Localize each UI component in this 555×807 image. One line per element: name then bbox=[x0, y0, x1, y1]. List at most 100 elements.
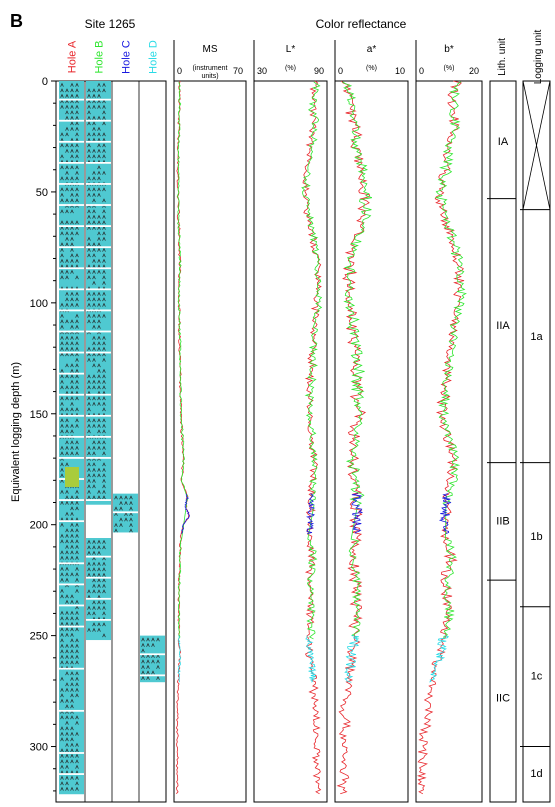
lithology-symbol bbox=[60, 726, 64, 731]
lithology-symbol bbox=[97, 346, 101, 351]
depth-tick-label: 300 bbox=[30, 742, 48, 754]
lithology-symbol bbox=[75, 423, 79, 428]
lithology-symbol bbox=[70, 374, 74, 379]
lithology-symbol bbox=[97, 258, 101, 263]
lithology-symbol bbox=[75, 495, 79, 500]
lithology-symbol bbox=[141, 659, 145, 664]
no-data-cross-line bbox=[522, 80, 551, 210]
data-panel-frame bbox=[415, 80, 483, 803]
lithology-symbol bbox=[60, 577, 64, 582]
lithology-symbol bbox=[75, 786, 79, 791]
lithology-symbol bbox=[60, 649, 64, 654]
lithology-symbol bbox=[87, 143, 91, 148]
lithology-symbol bbox=[65, 737, 69, 742]
lithology-symbol bbox=[75, 654, 79, 659]
lithology-symbol bbox=[102, 407, 106, 412]
lithology-symbol bbox=[102, 589, 106, 594]
lithology-symbol bbox=[151, 670, 155, 675]
lithology-symbol bbox=[70, 632, 74, 637]
lithology-symbol bbox=[92, 198, 96, 203]
lithology-symbol bbox=[75, 748, 79, 753]
lithology-symbol bbox=[75, 88, 79, 93]
lithology-symbol bbox=[60, 313, 64, 318]
lithology-symbol bbox=[70, 610, 74, 615]
lithology-symbol bbox=[60, 302, 64, 307]
lithology-symbol bbox=[70, 236, 74, 241]
core-section-break bbox=[59, 309, 84, 312]
core-section-break bbox=[59, 435, 84, 438]
lithology-symbol bbox=[102, 357, 106, 362]
core-section-break bbox=[59, 625, 84, 628]
lithology-symbol bbox=[87, 429, 91, 434]
lithology-symbol bbox=[97, 170, 101, 175]
lithology-symbol bbox=[102, 467, 106, 472]
lithology-symbol bbox=[92, 622, 96, 627]
logging-unit-label: 1d bbox=[530, 768, 542, 780]
lithology-symbol bbox=[92, 126, 96, 131]
lithology-symbol bbox=[75, 368, 79, 373]
lithology-symbol bbox=[65, 500, 69, 505]
lithology-symbol bbox=[60, 566, 64, 571]
lithology-symbol bbox=[146, 637, 150, 642]
lithology-symbol bbox=[92, 567, 96, 572]
lithology-symbol bbox=[87, 132, 91, 137]
lith-unit-label: IIC bbox=[496, 693, 510, 705]
lithology-symbol bbox=[97, 291, 101, 296]
logging-unit-label: 1a bbox=[530, 331, 543, 343]
lithology-symbol bbox=[87, 253, 91, 258]
lithology-symbol bbox=[102, 313, 106, 318]
lithology-symbol bbox=[97, 104, 101, 109]
lithology-symbol bbox=[65, 445, 69, 450]
lithology-symbol bbox=[75, 319, 79, 324]
lithology-symbol bbox=[65, 170, 69, 175]
lithology-symbol bbox=[75, 676, 79, 681]
hole-b-series bbox=[301, 81, 323, 640]
lithology-symbol bbox=[92, 578, 96, 583]
lithology-symbol bbox=[87, 319, 91, 324]
hole-d-series bbox=[305, 635, 317, 683]
lithology-symbol bbox=[87, 209, 91, 214]
lithology-symbol bbox=[65, 341, 69, 346]
lithology-symbol bbox=[97, 539, 101, 544]
lithology-symbol bbox=[87, 605, 91, 610]
lithology-symbol bbox=[65, 649, 69, 654]
lithology-symbol bbox=[92, 467, 96, 472]
lithology-symbol bbox=[75, 396, 79, 401]
lithology-symbol bbox=[102, 567, 106, 572]
lithology-symbol bbox=[65, 687, 69, 692]
lithology-symbol bbox=[92, 451, 96, 456]
lithology-symbol bbox=[102, 572, 106, 577]
lithology-symbol bbox=[156, 637, 160, 642]
lithology-symbol bbox=[70, 539, 74, 544]
lithology-symbol bbox=[97, 473, 101, 478]
lithology-symbol bbox=[70, 544, 74, 549]
lithology-symbol bbox=[92, 478, 96, 483]
core-section-break bbox=[86, 98, 111, 101]
hole-b-series bbox=[342, 81, 373, 639]
panel-unit-label: (%) bbox=[366, 65, 377, 72]
lithology-symbol bbox=[102, 231, 106, 236]
lithology-symbol bbox=[92, 121, 96, 126]
lithology-symbol bbox=[92, 137, 96, 142]
lithology-symbol bbox=[97, 363, 101, 368]
lithology-symbol bbox=[102, 137, 106, 142]
lithology-symbol bbox=[92, 561, 96, 566]
lithology-symbol bbox=[97, 605, 101, 610]
lithology-symbol bbox=[102, 209, 106, 214]
lithology-symbol bbox=[87, 275, 91, 280]
lithology-symbol bbox=[60, 627, 64, 632]
core-section-break bbox=[59, 98, 84, 101]
lithology-symbol bbox=[87, 445, 91, 450]
lithology-symbol bbox=[70, 187, 74, 192]
lithology-symbol bbox=[97, 374, 101, 379]
core-section-break bbox=[59, 225, 84, 227]
lithology-symbol bbox=[75, 104, 79, 109]
lithology-symbol bbox=[75, 759, 79, 764]
hole-d-series bbox=[429, 635, 450, 683]
lithology-symbol bbox=[97, 385, 101, 390]
lithology-symbol bbox=[70, 165, 74, 170]
lithology-symbol bbox=[60, 82, 64, 87]
lithology-symbol bbox=[87, 627, 91, 632]
core-section-break bbox=[86, 309, 111, 312]
lithology-symbol bbox=[70, 363, 74, 368]
